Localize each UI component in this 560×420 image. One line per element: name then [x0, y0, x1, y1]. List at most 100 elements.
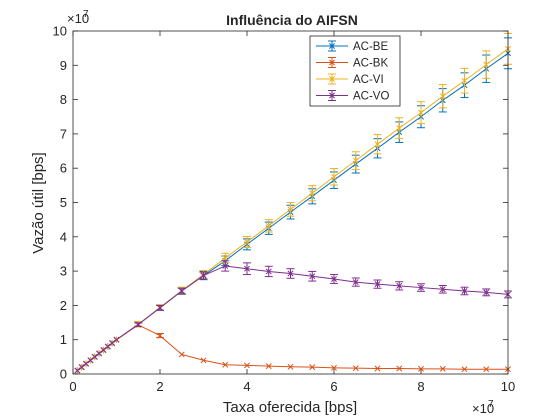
data-point — [83, 360, 90, 367]
data-point — [418, 284, 424, 291]
data-point — [352, 365, 359, 372]
legend-label: AC-BE — [353, 41, 388, 53]
y-tick-label: 6 — [60, 161, 67, 176]
data-point — [331, 364, 337, 371]
x-tick-label: 8 — [417, 379, 424, 394]
data-point — [374, 281, 381, 288]
data-point — [461, 288, 468, 294]
data-point — [244, 238, 250, 246]
data-point — [439, 365, 446, 372]
data-point — [265, 222, 272, 230]
data-point — [418, 109, 424, 116]
data-point — [352, 157, 359, 164]
data-point — [461, 77, 468, 84]
data-point — [157, 304, 163, 311]
legend: AC-BE AC-BK AC-VI AC-VO — [309, 35, 401, 107]
data-point — [483, 366, 490, 373]
data-point — [265, 363, 272, 370]
data-point — [287, 206, 294, 213]
y-exponent: ×10 7 — [67, 9, 89, 26]
legend-entry: AC-VI — [316, 73, 384, 86]
data-point — [461, 366, 468, 373]
legend-label: AC-VO — [353, 91, 389, 103]
data-point — [331, 173, 337, 181]
x-exponent: ×10 7 — [472, 399, 494, 416]
data-point — [244, 265, 250, 272]
data-point — [222, 361, 229, 368]
data-point — [483, 61, 490, 68]
y-tick-label: 0 — [60, 367, 67, 382]
x-exponent-base: ×10 — [472, 401, 494, 416]
data-point — [104, 343, 111, 350]
data-point — [222, 254, 229, 262]
series-ac-vo — [74, 260, 512, 374]
x-tick-label: 10 — [501, 379, 515, 394]
data-point — [87, 357, 94, 364]
data-point — [396, 365, 403, 372]
legend-entry: AC-BE — [316, 40, 388, 53]
data-point — [135, 321, 142, 328]
data-point — [352, 279, 359, 286]
legend-marker — [329, 75, 335, 83]
y-tick-label: 9 — [60, 58, 67, 73]
legend-marker — [329, 92, 335, 99]
legend-marker — [329, 42, 335, 50]
y-tick-label: 10 — [53, 24, 67, 39]
y-axis-label: Vazão útil [bps] — [30, 152, 47, 253]
y-tick-label: 2 — [60, 298, 67, 313]
x-axis-label: Taxa oferecida [bps] — [223, 399, 357, 416]
y-tick-label: 8 — [60, 92, 67, 107]
legend-box — [309, 35, 401, 107]
axes-frame — [72, 30, 509, 375]
data-point — [265, 268, 272, 275]
data-point — [74, 367, 81, 374]
x-exponent-power: 7 — [488, 399, 494, 410]
x-tick-label: 6 — [330, 379, 337, 394]
data-point — [200, 357, 207, 364]
data-point — [113, 336, 120, 343]
axis-ticks: 0 2 4 6 8 10 0 1 2 3 4 5 6 7 8 9 10 — [53, 24, 516, 395]
data-point — [309, 189, 316, 197]
y-tick-label: 3 — [60, 264, 67, 279]
data-point — [309, 364, 316, 371]
data-point — [96, 350, 103, 357]
data-point — [100, 347, 107, 353]
data-point — [439, 92, 446, 100]
data-point — [331, 276, 337, 282]
legend-entry: AC-VO — [316, 90, 389, 103]
data-point — [244, 362, 250, 369]
data-point — [178, 288, 185, 294]
data-point — [222, 263, 229, 269]
plot-area — [74, 32, 512, 374]
data-point — [287, 363, 294, 370]
x-tick-label: 0 — [69, 379, 76, 394]
y-tick-label: 5 — [60, 195, 67, 210]
legend-entry: AC-BK — [316, 57, 388, 70]
x-tick-label: 2 — [156, 379, 163, 394]
x-tick-label: 4 — [243, 379, 250, 394]
data-point — [396, 282, 403, 289]
data-point — [439, 286, 446, 293]
data-point — [200, 272, 207, 279]
y-exponent-power: 7 — [83, 9, 89, 20]
legend-label: AC-VI — [353, 74, 384, 86]
legend-label: AC-BK — [353, 58, 388, 70]
y-tick-label: 7 — [60, 126, 67, 141]
data-point — [483, 289, 490, 296]
data-point — [287, 270, 294, 277]
data-point — [178, 351, 185, 358]
y-tick-label: 1 — [60, 332, 67, 347]
data-point — [91, 353, 98, 360]
data-point — [374, 140, 381, 148]
data-point — [157, 332, 163, 339]
y-tick-label: 4 — [60, 229, 67, 244]
data-point — [309, 273, 316, 280]
legend-marker — [329, 59, 335, 66]
y-exponent-base: ×10 — [67, 11, 89, 26]
data-point — [109, 340, 116, 347]
data-point — [374, 365, 381, 372]
data-point — [396, 124, 403, 132]
data-point — [78, 364, 85, 371]
